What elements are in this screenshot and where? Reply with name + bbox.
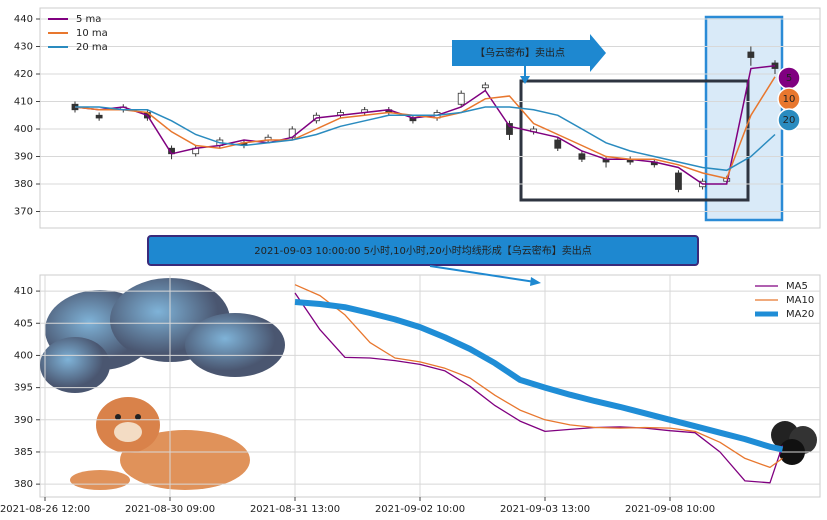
signal-arrow-box [452,34,606,72]
badge-label: 20 [783,115,796,126]
badge-label: 10 [783,94,796,105]
bottom-frame [39,274,821,498]
badge-label: 5 [786,73,792,84]
x-tick-label: 2021-08-26 12:00 [0,504,90,515]
candle-body [95,114,103,119]
candle-body [506,123,513,135]
signal-pointer-head [520,76,530,84]
candle-body [675,172,682,190]
y-tick-label: 385 [14,447,33,458]
y-tick-label: 410 [14,286,33,297]
candle-body [578,153,586,160]
x-tick-label: 2021-08-31 13:00 [250,504,340,515]
storm-cloud-icon [771,421,817,465]
y-tick-label: 390 [14,152,33,163]
candle-body [747,51,755,58]
y-tick-label: 440 [14,14,33,25]
candle-body [481,84,489,89]
y-tick-label: 400 [14,124,33,135]
ma-line [74,76,776,180]
banner-box [147,235,699,266]
legend-label: 20 ma [76,42,108,53]
y-tick-label: 405 [14,318,33,329]
top-frame [39,7,821,229]
candle-body [457,92,465,105]
banner-pointer-head [530,277,541,286]
y-tick-label: 395 [14,383,33,394]
pattern-box [519,79,750,202]
cloud-illustration [40,278,285,393]
banner-text: 2021-09-03 10:00:00 5小时,10小时,20小时均线形成【乌云… [254,244,592,257]
y-tick-label: 410 [14,97,33,108]
legend-label: 10 ma [76,28,108,39]
y-tick-label: 420 [14,69,33,80]
signal-label: 【乌云密布】卖出点 [475,46,565,59]
candle-body [554,139,562,149]
dog-illustration [70,397,250,490]
x-tick-label: 2021-09-08 10:00 [625,504,715,515]
y-tick-label: 430 [14,42,33,53]
x-tick-label: 2021-09-03 13:00 [500,504,590,515]
banner-pointer [429,265,536,283]
y-tick-label: 400 [14,350,33,361]
legend-label: 5 ma [76,14,101,25]
x-tick-label: 2021-09-02 10:00 [375,504,465,515]
legend-label: MA10 [786,295,814,306]
ma-line [75,106,776,172]
y-tick-label: 390 [14,415,33,426]
ma-line [294,299,784,453]
legend-label: MA5 [786,281,808,292]
badge [777,108,801,132]
x-tick-label: 2021-08-30 09:00 [125,504,215,515]
y-tick-label: 380 [14,179,33,190]
y-tick-label: 380 [14,479,33,490]
ma-line [294,292,784,484]
legend-label: MA20 [786,309,814,320]
highlight-zone [704,15,784,222]
y-tick-label: 370 [14,207,33,218]
ma-line [294,284,783,469]
